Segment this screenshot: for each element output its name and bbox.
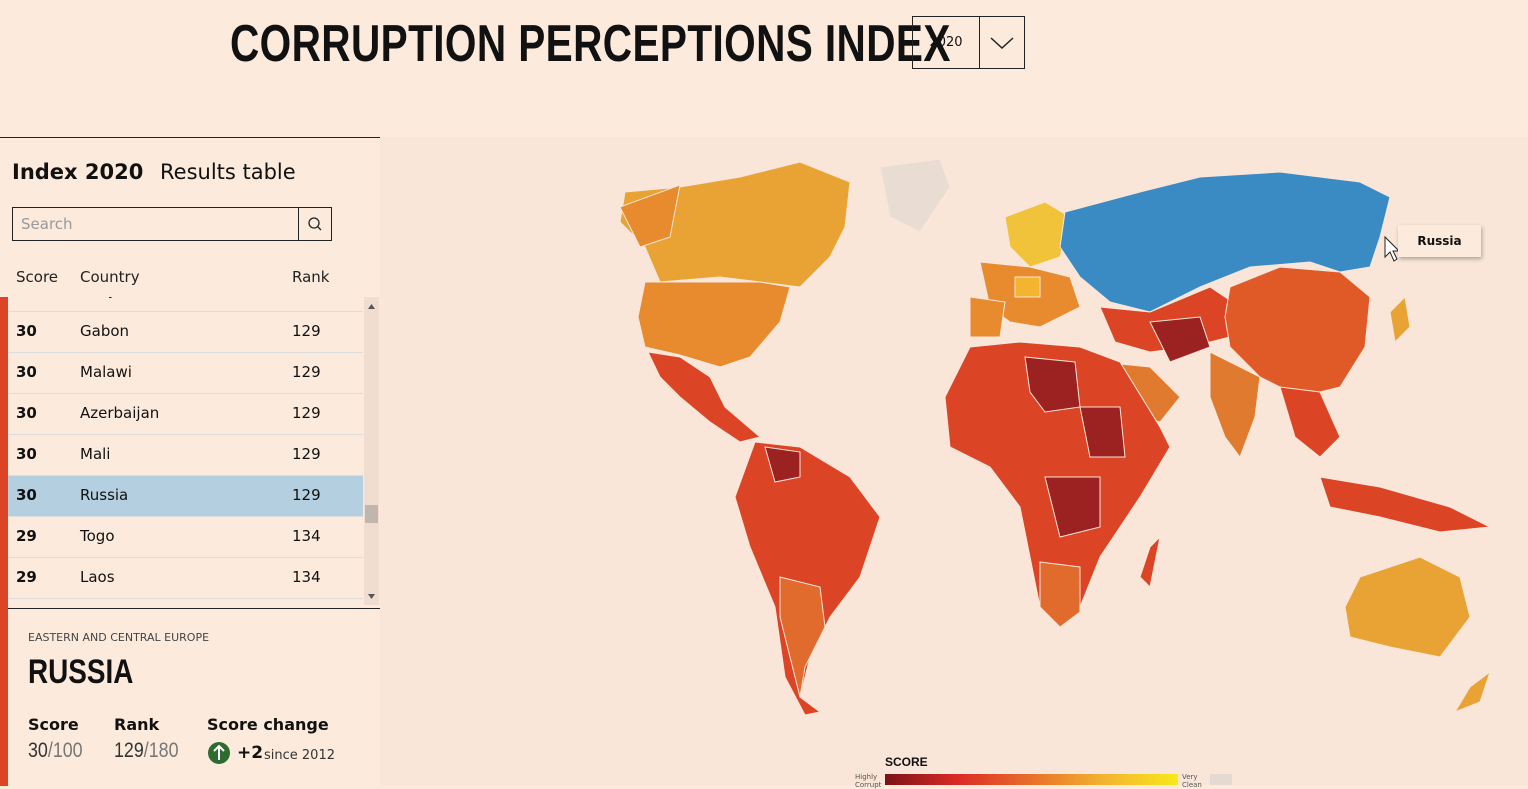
map-svg [619, 158, 1492, 716]
search-placeholder: Search [21, 215, 73, 233]
score-cell: 30 [16, 445, 37, 463]
country[interactable] [734, 441, 881, 716]
year-select[interactable]: 2020 [912, 16, 1025, 69]
country[interactable] [1004, 201, 1071, 268]
country[interactable] [969, 296, 1006, 338]
scrollbar[interactable] [364, 297, 379, 605]
country-cell: Laos [80, 568, 115, 586]
country-cell: Malawi [80, 363, 132, 381]
rank-cell: 124 [292, 297, 321, 299]
table-row[interactable]: 30 Azerbaijan 129 [8, 394, 363, 435]
country[interactable] [1024, 356, 1081, 413]
score: 30 [28, 739, 48, 762]
index-label: Index 2020 [12, 160, 144, 184]
country-name: RUSSIA [28, 653, 134, 691]
country-detail: EASTERN AND CENTRAL EUROPE RUSSIA Score … [8, 608, 380, 786]
country[interactable] [1279, 386, 1341, 458]
since-year: since 2012 [264, 748, 335, 763]
country[interactable] [619, 184, 681, 248]
score-cell: 29 [16, 527, 37, 545]
score-cell: 30 [16, 363, 37, 381]
country[interactable] [647, 351, 762, 443]
rank-cell: 134 [292, 527, 321, 545]
table-row[interactable]: 31 Kenya 124 [8, 297, 363, 312]
country[interactable] [1319, 476, 1492, 533]
country-cell: Russia [80, 486, 129, 504]
rank-value: 129/180 [114, 739, 179, 763]
country[interactable] [779, 576, 826, 698]
column-header[interactable]: Score [16, 268, 59, 286]
rank-cell: 129 [292, 322, 321, 340]
results-label: Results table [160, 160, 296, 184]
cursor [1384, 235, 1401, 262]
country[interactable] [1344, 556, 1471, 658]
table-row[interactable]: 30 Malawi 129 [8, 353, 363, 394]
country[interactable] [1453, 670, 1491, 714]
country-cell: Gabon [80, 322, 130, 340]
legend-title: SCORE [885, 755, 928, 769]
rank-cell: 129 [292, 404, 321, 422]
rank-cell: 134 [292, 568, 321, 586]
score-value: 30/100 [28, 739, 83, 763]
legend-low: Highly Corrupt [855, 773, 882, 789]
results-panel: Index 2020 Results table Search Score Co… [0, 137, 380, 786]
country[interactable] [1224, 266, 1371, 398]
world-map[interactable] [380, 137, 1528, 785]
results-table: 31 Kenya 124 30 Gabon 129 30 Malawi 129 30 Azerbai… [8, 297, 364, 605]
table-row[interactable]: 30 Gabon 129 [8, 312, 363, 353]
page-title: CORRUPTION PERCEPTIONS INDEX [230, 15, 951, 73]
country[interactable] [637, 281, 791, 368]
country-cell: Kenya [80, 297, 126, 299]
country-cell: Azerbaijan [80, 404, 160, 422]
country[interactable] [764, 446, 801, 483]
up-arrow-icon [208, 742, 230, 764]
rank-cell: 129 [292, 486, 321, 504]
table-row[interactable]: 30 Mali 129 [8, 435, 363, 476]
change-label: Score change [207, 715, 329, 734]
score-max: /100 [47, 739, 83, 762]
search-button[interactable] [298, 208, 331, 240]
scroll-arrows [365, 304, 378, 599]
score-cell: 30 [16, 404, 37, 422]
column-header[interactable]: Rank [292, 268, 330, 286]
legend-no-data [1210, 774, 1232, 785]
dropdown-arrow [990, 37, 1014, 50]
table-row[interactable]: 29 Togo 134 [8, 517, 363, 558]
rank-label: Rank [114, 715, 160, 734]
country[interactable] [1044, 476, 1101, 538]
country[interactable] [1389, 295, 1411, 344]
legend-high: Very Clean [1182, 773, 1202, 789]
score-change: +2 [237, 743, 264, 763]
country[interactable] [1209, 351, 1261, 459]
table-row[interactable]: 29 Laos 134 [8, 558, 363, 599]
country[interactable] [1039, 561, 1081, 628]
score-cell: 30 [16, 322, 37, 340]
rank-cell: 129 [292, 363, 321, 381]
country[interactable] [1149, 316, 1211, 363]
score-cell: 29 [16, 568, 37, 586]
score-cell: 30 [16, 486, 37, 504]
search-icon [308, 217, 322, 231]
country-cell: Mali [80, 445, 111, 463]
rank-max: /180 [143, 739, 179, 762]
region-stripe [0, 297, 8, 786]
legend-gradient [885, 774, 1178, 785]
search-box[interactable]: Search [12, 207, 332, 241]
country[interactable] [1139, 535, 1161, 589]
country-cell: Togo [80, 527, 115, 545]
country[interactable] [1014, 276, 1041, 298]
map-tooltip: Russia [1398, 225, 1481, 257]
column-header[interactable]: Country [80, 268, 140, 286]
score-label: Score [28, 715, 79, 734]
region-name: EASTERN AND CENTRAL EUROPE [28, 631, 210, 644]
year-value: 2020 [913, 17, 980, 68]
country[interactable] [879, 158, 951, 233]
rank: 129 [114, 739, 144, 762]
rank-cell: 129 [292, 445, 321, 463]
score-cell: 31 [16, 297, 37, 299]
table-row[interactable]: 30 Russia 129 [8, 476, 363, 517]
country[interactable] [1079, 406, 1126, 458]
